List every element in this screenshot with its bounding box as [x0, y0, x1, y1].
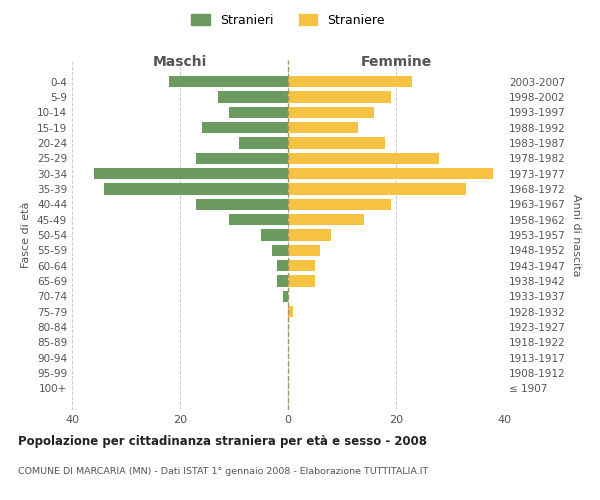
Bar [288, 106, 374, 118]
Bar [218, 91, 288, 102]
Bar [196, 198, 288, 210]
Legend: Stranieri, Straniere: Stranieri, Straniere [186, 8, 390, 32]
Bar [104, 183, 288, 194]
Bar [288, 306, 293, 318]
Bar [283, 290, 288, 302]
Bar [288, 260, 315, 272]
Bar [288, 91, 391, 102]
Bar [239, 137, 288, 148]
Bar [288, 122, 358, 134]
Bar [229, 214, 288, 226]
Bar [288, 214, 364, 226]
Y-axis label: Fasce di età: Fasce di età [22, 202, 31, 268]
Text: Femmine: Femmine [361, 56, 431, 70]
Bar [288, 183, 466, 194]
Bar [261, 229, 288, 241]
Bar [229, 106, 288, 118]
Bar [288, 168, 493, 179]
Bar [169, 76, 288, 88]
Bar [277, 276, 288, 287]
Bar [288, 198, 391, 210]
Bar [288, 76, 412, 88]
Bar [288, 244, 320, 256]
Bar [196, 152, 288, 164]
Bar [288, 137, 385, 148]
Bar [288, 229, 331, 241]
Bar [94, 168, 288, 179]
Text: COMUNE DI MARCARIA (MN) - Dati ISTAT 1° gennaio 2008 - Elaborazione TUTTITALIA.I: COMUNE DI MARCARIA (MN) - Dati ISTAT 1° … [18, 468, 428, 476]
Bar [277, 260, 288, 272]
Text: Maschi: Maschi [153, 56, 207, 70]
Y-axis label: Anni di nascita: Anni di nascita [571, 194, 581, 276]
Bar [288, 152, 439, 164]
Bar [202, 122, 288, 134]
Text: Popolazione per cittadinanza straniera per età e sesso - 2008: Popolazione per cittadinanza straniera p… [18, 435, 427, 448]
Bar [272, 244, 288, 256]
Bar [288, 276, 315, 287]
